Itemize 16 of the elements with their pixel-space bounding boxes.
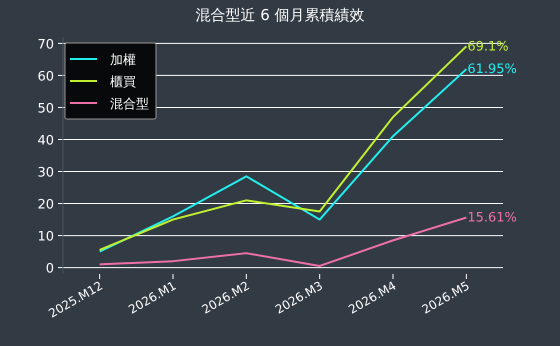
y-tick-label: 60 xyxy=(37,69,54,84)
chart-title: 混合型近 6 個月累積績效 xyxy=(195,6,365,24)
y-tick-label: 70 xyxy=(37,37,54,52)
line-series xyxy=(98,216,468,267)
data-label: 61.95% xyxy=(467,62,517,78)
legend-label: 加權 xyxy=(110,53,136,68)
legend-label: 混合型 xyxy=(110,97,149,112)
y-tick-label: 30 xyxy=(37,166,54,181)
y-tick-label: 50 xyxy=(37,101,54,116)
data-label: 69.1% xyxy=(467,39,509,54)
legend-label: 櫃買 xyxy=(110,75,136,90)
y-tick-label: 20 xyxy=(37,198,54,213)
data-label: 15.61% xyxy=(467,210,517,226)
y-tick-label: 40 xyxy=(37,133,54,148)
y-tick-label: 10 xyxy=(37,230,54,245)
y-tick-label: 0 xyxy=(46,262,54,277)
